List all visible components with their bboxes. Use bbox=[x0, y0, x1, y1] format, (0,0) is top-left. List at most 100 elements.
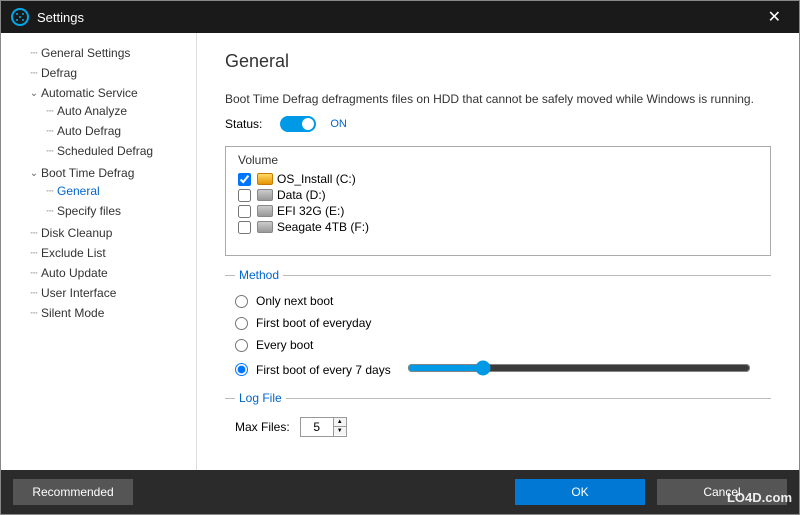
settings-window: Settings ✕ ┄General Settings┄Defrag⌄Auto… bbox=[0, 0, 800, 515]
volume-e[interactable]: EFI 32G (E:) bbox=[234, 203, 762, 219]
days-slider[interactable] bbox=[407, 360, 751, 376]
maxfiles-spinner[interactable]: ▲ ▼ bbox=[300, 417, 347, 437]
volume-checkbox[interactable] bbox=[238, 221, 251, 234]
logfile-legend: Log File bbox=[235, 391, 286, 405]
ok-button[interactable]: OK bbox=[515, 479, 645, 505]
method-first-boot-7days-row: First boot of every 7 days bbox=[235, 356, 771, 383]
recommended-button[interactable]: Recommended bbox=[13, 479, 133, 505]
method-option-label: First boot of every 7 days bbox=[256, 363, 391, 377]
method-option-label: First boot of everyday bbox=[256, 316, 371, 330]
nav-item-label: Auto Defrag bbox=[57, 124, 121, 138]
volume-label: Data (D:) bbox=[277, 188, 326, 202]
tree-dash-icon: ┄ bbox=[27, 286, 41, 300]
method-every-boot[interactable] bbox=[235, 339, 248, 352]
nav-item-label: Boot Time Defrag bbox=[41, 166, 134, 180]
tree-dash-icon: ┄ bbox=[27, 266, 41, 280]
volume-c[interactable]: OS_Install (C:) bbox=[234, 171, 762, 187]
nav-item-label: Auto Update bbox=[41, 266, 108, 280]
volume-checkbox[interactable] bbox=[238, 205, 251, 218]
nav-disk-cleanup[interactable]: ┄Disk Cleanup bbox=[25, 225, 192, 241]
chevron-down-icon: ⌄ bbox=[27, 88, 41, 99]
method-option-label: Every boot bbox=[256, 338, 313, 352]
nav-item-label: Specify files bbox=[57, 204, 121, 218]
tree-dash-icon: ┄ bbox=[27, 246, 41, 260]
nav-user-interface[interactable]: ┄User Interface bbox=[25, 285, 192, 301]
nav-tree: ┄General Settings┄Defrag⌄Automatic Servi… bbox=[5, 43, 192, 323]
tree-dash-icon: ┄ bbox=[43, 144, 57, 158]
drive-icon bbox=[257, 221, 273, 233]
status-value: ON bbox=[330, 118, 347, 130]
method-fieldset: Method Only next boot First boot of every… bbox=[225, 268, 771, 387]
maxfiles-row: Max Files: ▲ ▼ bbox=[235, 413, 771, 437]
nav-scheduled-defrag[interactable]: ┄Scheduled Defrag bbox=[41, 143, 192, 159]
tree-dash-icon: ┄ bbox=[43, 124, 57, 138]
tree-dash-icon: ┄ bbox=[43, 104, 57, 118]
nav-auto-analyze[interactable]: ┄Auto Analyze bbox=[41, 103, 192, 119]
page-description: Boot Time Defrag defragments files on HD… bbox=[225, 92, 771, 106]
volume-checkbox[interactable] bbox=[238, 173, 251, 186]
nav-item-label: Disk Cleanup bbox=[41, 226, 112, 240]
nav-general[interactable]: ┄General bbox=[41, 183, 192, 199]
logfile-fieldset: Log File Max Files: ▲ ▼ bbox=[225, 391, 771, 441]
nav-item-label: Defrag bbox=[41, 66, 77, 80]
volume-checkbox[interactable] bbox=[238, 189, 251, 202]
app-logo-icon bbox=[11, 8, 29, 26]
maxfiles-down-icon[interactable]: ▼ bbox=[334, 427, 346, 435]
method-only-next-boot[interactable] bbox=[235, 295, 248, 308]
method-every-boot-row: Every boot bbox=[235, 334, 771, 356]
nav-item-label: General bbox=[57, 184, 100, 198]
nav-item-label: Auto Analyze bbox=[57, 104, 127, 118]
chevron-down-icon: ⌄ bbox=[27, 168, 41, 179]
nav-exclude-list[interactable]: ┄Exclude List bbox=[25, 245, 192, 261]
nav-auto-update[interactable]: ┄Auto Update bbox=[25, 265, 192, 281]
volume-d[interactable]: Data (D:) bbox=[234, 187, 762, 203]
method-legend: Method bbox=[235, 268, 283, 282]
volume-label: OS_Install (C:) bbox=[277, 172, 356, 186]
volume-f[interactable]: Seagate 4TB (F:) bbox=[234, 219, 762, 235]
nav-item-label: Scheduled Defrag bbox=[57, 144, 153, 158]
footer: Recommended OK Cancel bbox=[1, 470, 799, 514]
maxfiles-input[interactable] bbox=[301, 418, 333, 436]
method-first-boot-7days[interactable] bbox=[235, 363, 248, 376]
status-row: Status: ON bbox=[225, 116, 771, 132]
nav-general-settings[interactable]: ┄General Settings bbox=[25, 45, 192, 61]
close-button[interactable]: ✕ bbox=[760, 3, 789, 31]
tree-dash-icon: ┄ bbox=[27, 46, 41, 60]
status-toggle[interactable] bbox=[280, 116, 316, 132]
nav-silent-mode[interactable]: ┄Silent Mode bbox=[25, 305, 192, 321]
method-first-boot-everyday[interactable] bbox=[235, 317, 248, 330]
os-drive-icon bbox=[257, 173, 273, 185]
volumes-list: Volume OS_Install (C:) Data (D:) EFI 32G (… bbox=[225, 146, 771, 256]
volume-label: Seagate 4TB (F:) bbox=[277, 220, 369, 234]
nav-specify-files[interactable]: ┄Specify files bbox=[41, 203, 192, 219]
method-option-label: Only next boot bbox=[256, 294, 333, 308]
tree-dash-icon: ┄ bbox=[43, 204, 57, 218]
nav-item-label: General Settings bbox=[41, 46, 130, 60]
method-first-boot-everyday-row: First boot of everyday bbox=[235, 312, 771, 334]
titlebar: Settings ✕ bbox=[1, 1, 799, 33]
page-heading: General bbox=[225, 51, 771, 72]
tree-dash-icon: ┄ bbox=[27, 306, 41, 320]
nav-auto-defrag[interactable]: ┄Auto Defrag bbox=[41, 123, 192, 139]
tree-dash-icon: ┄ bbox=[27, 226, 41, 240]
volumes-header: Volume bbox=[234, 153, 762, 167]
main-panel: General Boot Time Defrag defragments fil… bbox=[197, 33, 799, 470]
tree-dash-icon: ┄ bbox=[27, 66, 41, 80]
nav-item-label: Silent Mode bbox=[41, 306, 104, 320]
maxfiles-up-icon[interactable]: ▲ bbox=[334, 418, 346, 427]
nav-item-label: Automatic Service bbox=[41, 86, 138, 100]
nav-automatic-service[interactable]: ⌄Automatic Service bbox=[25, 85, 192, 101]
drive-icon bbox=[257, 205, 273, 217]
volume-label: EFI 32G (E:) bbox=[277, 204, 344, 218]
nav-item-label: User Interface bbox=[41, 286, 116, 300]
nav-boot-time-defrag[interactable]: ⌄Boot Time Defrag bbox=[25, 165, 192, 181]
cancel-button[interactable]: Cancel bbox=[657, 479, 787, 505]
method-only-next-boot-row: Only next boot bbox=[235, 290, 771, 312]
nav-defrag[interactable]: ┄Defrag bbox=[25, 65, 192, 81]
window-body: ┄General Settings┄Defrag⌄Automatic Servi… bbox=[1, 33, 799, 470]
tree-dash-icon: ┄ bbox=[43, 184, 57, 198]
nav-item-label: Exclude List bbox=[41, 246, 106, 260]
window-title: Settings bbox=[37, 10, 760, 25]
maxfiles-label: Max Files: bbox=[235, 420, 290, 434]
status-label: Status: bbox=[225, 117, 262, 131]
